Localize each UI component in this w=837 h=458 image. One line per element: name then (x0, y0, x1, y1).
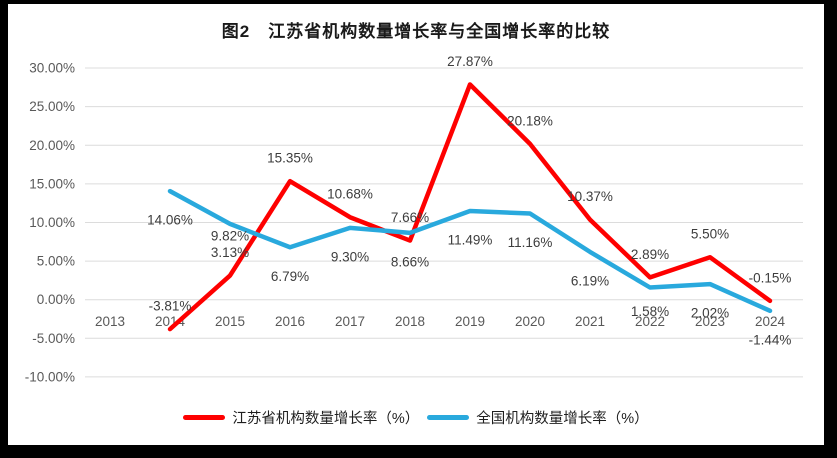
data-label-series-0: 27.87% (447, 54, 493, 69)
y-axis-tick-label: 0.00% (37, 292, 75, 307)
data-label-series-1: 2.02% (691, 306, 729, 321)
data-label-series-0: 2.89% (631, 247, 669, 262)
chart-canvas: 图2 江苏省机构数量增长率与全国增长率的比较 30.00% 25.00% 20.00… (8, 4, 824, 445)
data-label-series-0: 15.35% (267, 151, 313, 166)
data-label-series-0: 7.66% (391, 210, 429, 225)
y-axis-tick-label: 10.00% (29, 215, 75, 230)
data-label-series-1: 9.82% (211, 228, 249, 243)
x-axis-tick-label: 2016 (275, 314, 305, 329)
data-label-series-1: 11.49% (448, 232, 493, 247)
x-axis-tick-label: 2024 (755, 314, 786, 329)
series-line-1 (167, 188, 773, 314)
legend-item-jiangsu: 江苏省机构数量增长率（%） (183, 407, 419, 428)
data-label-series-0: 5.50% (691, 227, 729, 242)
x-axis-tick-label: 2014 (155, 314, 186, 329)
legend-item-national: 全国机构数量增长率（%） (427, 407, 649, 428)
data-label-series-1: -1.44% (749, 332, 792, 347)
y-axis-tick-label: 5.00% (37, 254, 75, 269)
data-label-series-0: -0.15% (749, 270, 792, 285)
x-axis-tick-label: 2017 (335, 314, 365, 329)
data-label-series-1: 8.66% (391, 254, 429, 269)
line-chart-plot: 30.00% 25.00% 20.00% 15.00% 10.00% 5.00% 0.00%… (25, 54, 803, 384)
data-label-series-0: 20.18% (507, 113, 553, 128)
y-axis-tick-label: 25.00% (29, 99, 75, 114)
data-label-series-1: 6.79% (271, 269, 309, 284)
legend-label-jiangsu: 江苏省机构数量增长率（%） (232, 411, 420, 427)
data-label-series-0: 10.37% (567, 189, 613, 204)
chart-legend: 江苏省机构数量增长率（%） 全国机构数量增长率（%） (8, 407, 824, 428)
legend-line-swatch-red (183, 415, 226, 420)
series-line-0 (167, 82, 773, 332)
data-label-series-0: 3.13% (211, 245, 249, 260)
x-axis-tick-label: 2021 (575, 314, 605, 329)
y-axis-tick-label: 15.00% (29, 176, 75, 191)
y-axis-tick-label: -10.00% (25, 369, 75, 384)
data-label-series-1: 6.19% (571, 273, 609, 288)
x-axis-tick-label: 2018 (395, 314, 425, 329)
x-axis-tick-label: 2019 (455, 314, 485, 329)
legend-label-national: 全国机构数量增长率（%） (476, 411, 649, 427)
data-label-series-1: 9.30% (331, 249, 369, 264)
data-label-series-1: 14.06% (147, 213, 193, 228)
y-axis-tick-label: 30.00% (29, 61, 75, 76)
x-axis-tick-label: 2020 (515, 314, 545, 329)
chart-title: 图2 江苏省机构数量增长率与全国增长率的比较 (221, 22, 611, 41)
y-axis-tick-label: -5.00% (32, 331, 75, 346)
legend-line-swatch-blue (427, 415, 470, 420)
x-axis-tick-label: 2015 (215, 314, 245, 329)
data-label-series-1: 1.58% (631, 304, 669, 319)
data-label-series-1: 11.16% (508, 235, 553, 250)
x-axis-tick-label: 2013 (95, 314, 125, 329)
x-axis-tick-label: 2022 (635, 314, 665, 329)
y-axis-tick-label: 20.00% (29, 138, 75, 153)
x-axis-tick-label: 2023 (695, 314, 725, 329)
data-label-series-0: 10.68% (327, 187, 373, 202)
data-label-series-0: -3.81% (149, 299, 192, 314)
